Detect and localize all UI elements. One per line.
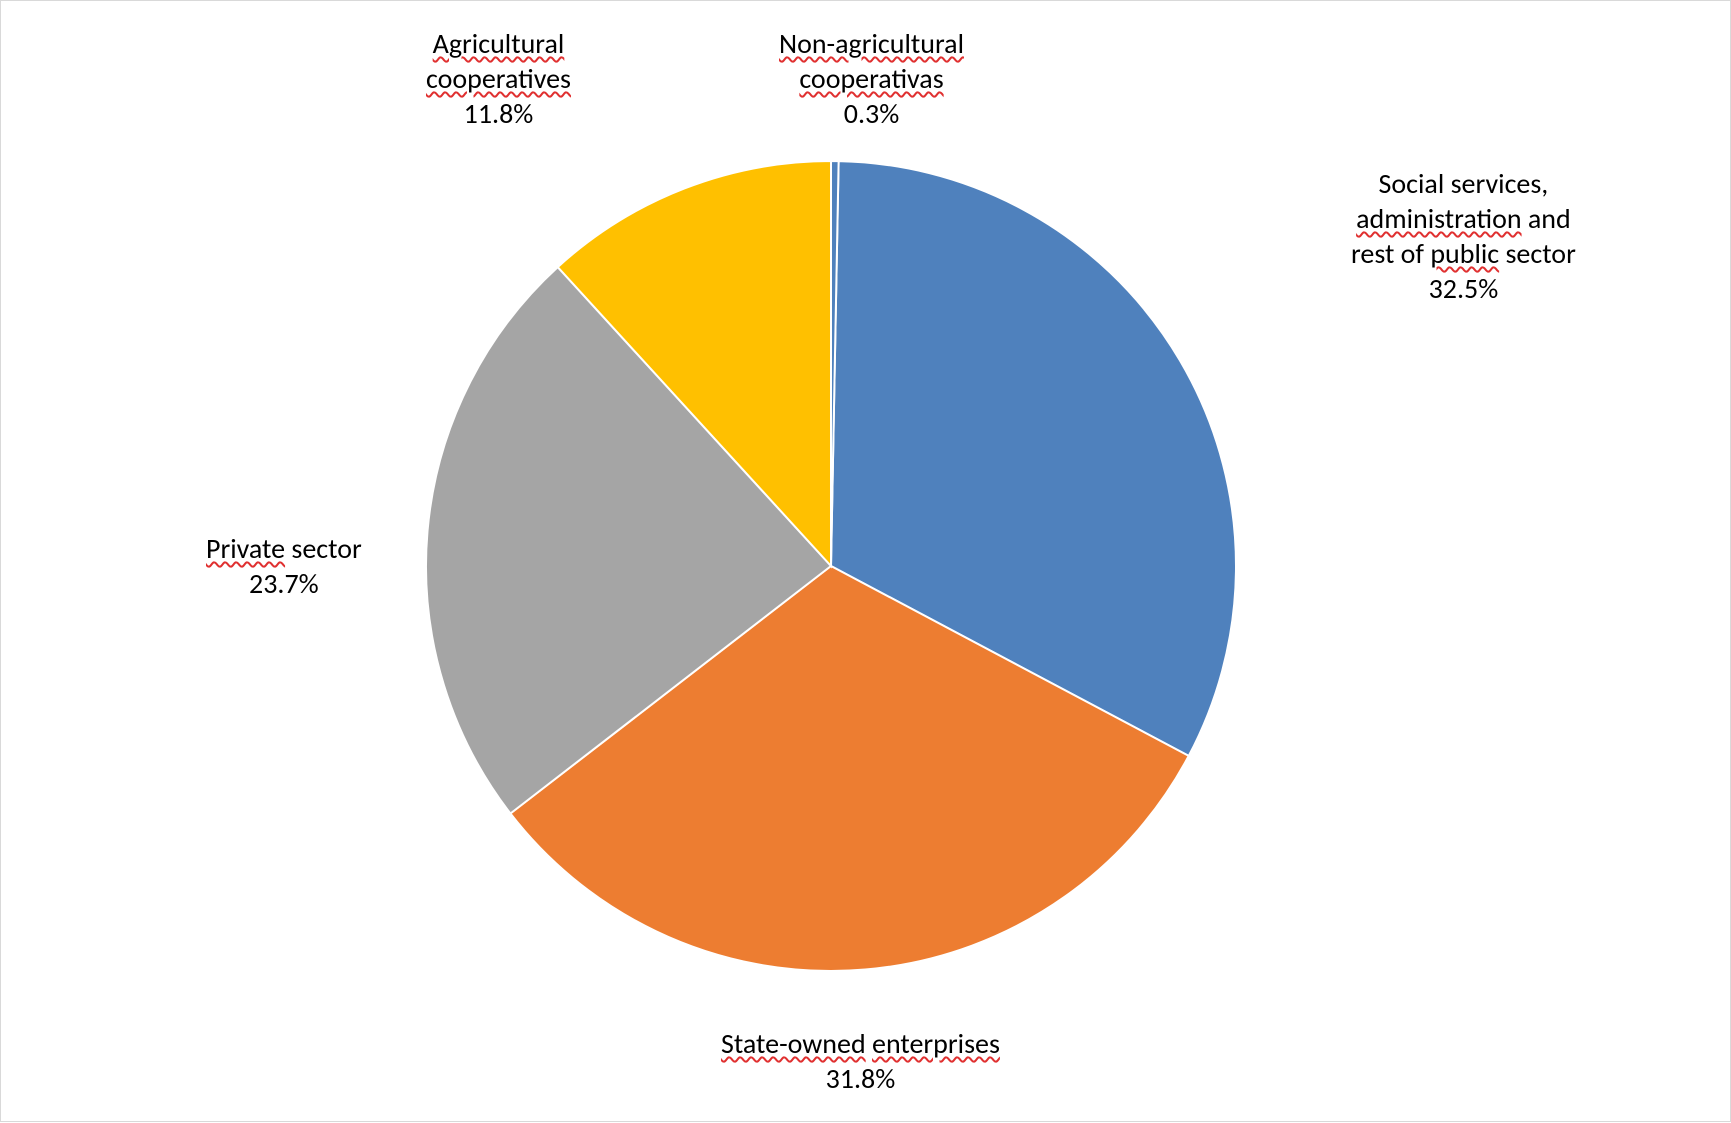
- slice-label-private-line: 23.7%: [206, 566, 362, 601]
- slice-label-agri-line: 11.8%: [426, 96, 571, 131]
- slice-label-agri-line: cooperatives: [426, 61, 571, 96]
- slice-label-social-line: Social services,: [1351, 166, 1576, 201]
- slice-label-social: Social services,administration andrest o…: [1351, 166, 1576, 306]
- slice-label-agri-line: Agricultural: [426, 26, 571, 61]
- slice-label-social-line: 32.5%: [1351, 271, 1576, 306]
- slice-label-state: State-owned enterprises31.8%: [721, 1026, 1000, 1096]
- slice-label-private: Private sector23.7%: [206, 531, 362, 601]
- slice-label-social-line: administration and: [1351, 201, 1576, 236]
- slice-label-private-line: Private sector: [206, 531, 362, 566]
- slice-label-state-line: 31.8%: [721, 1061, 1000, 1096]
- slice-label-nonagri-line: Non-agricultural: [779, 26, 964, 61]
- slice-label-nonagri-line: 0.3%: [779, 96, 964, 131]
- slice-label-agri: Agriculturalcooperatives11.8%: [426, 26, 571, 131]
- slice-label-social-line: rest of public sector: [1351, 236, 1576, 271]
- slice-label-nonagri: Non-agriculturalcooperativas0.3%: [779, 26, 964, 131]
- slice-label-state-line: State-owned enterprises: [721, 1026, 1000, 1061]
- chart-frame: Social services,administration andrest o…: [0, 0, 1731, 1122]
- slice-label-nonagri-line: cooperativas: [779, 61, 964, 96]
